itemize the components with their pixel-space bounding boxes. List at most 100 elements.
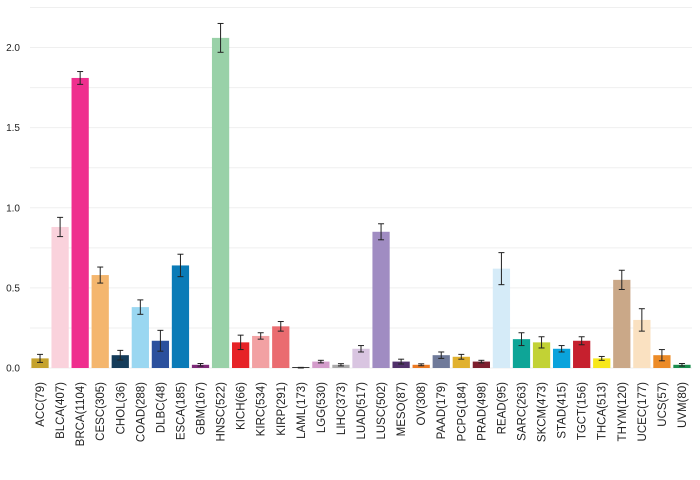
grid-layer [30,6,692,369]
error-bar [37,353,44,363]
y-tick-label: 1.5 [6,123,20,134]
x-tick-label: LAML(173) [296,382,308,439]
x-tick-label: UCEC(177) [637,382,649,442]
x-tick-label: LIHC(373) [336,382,348,435]
x-tick-label: STAD(415) [557,382,569,439]
bar-acc [31,358,49,368]
bar-brca [71,77,89,368]
x-axis-labels: ACC(79) BLCA(407) BRCA(1104) CESC(305) CHOL(… [35,382,689,447]
x-tick-label: ACC(79) [35,382,47,427]
y-tick-label: 2.0 [6,43,20,54]
bar-series [31,37,691,368]
x-tick-label: CESC(305) [95,382,107,441]
x-tick-label: CHOL(36) [115,382,127,435]
x-tick-label: KIRC(534) [256,382,268,436]
error-bar [558,345,565,353]
x-tick-label: COAD(288) [135,382,147,442]
x-tick-label: THYM(120) [617,382,629,442]
error-bar [438,351,445,359]
x-tick-label: HNSC(522) [216,382,228,442]
error-bar [478,359,485,364]
bar-kich [232,342,250,368]
bar-luad [352,348,370,368]
error-bar [97,266,104,284]
error-bar [658,349,665,362]
error-bars [37,22,685,369]
error-bar [77,71,84,85]
y-axis-ticks: 0.0 0.5 1.0 1.5 2.0 [6,43,20,375]
bar-kirp [272,326,290,368]
error-bar [378,223,385,241]
bar-lusc [372,231,390,368]
x-tick-label: PRAD(498) [476,382,488,441]
error-bar [257,332,264,340]
error-bar [157,329,164,352]
bar-thca [593,358,611,368]
error-bar [177,253,184,278]
y-tick-label: 1.0 [6,203,20,214]
x-tick-label: OV(308) [416,382,428,426]
error-bar [398,358,405,365]
error-bar [297,366,304,369]
y-tick-label: 0.5 [6,283,20,294]
x-tick-label: PCPG(184) [456,382,468,442]
error-bar [277,321,284,332]
x-tick-label: GBM(167) [196,382,208,435]
x-tick-label: UCS(57) [657,382,669,427]
bar-ov [412,364,430,368]
x-tick-label: SARC(263) [516,382,528,441]
bar-thym [613,279,631,368]
x-tick-label: ESCA(185) [175,382,187,440]
x-tick-label: PAAD(179) [436,382,448,439]
x-tick-label: MESO(87) [396,382,408,436]
bar-ucs [653,355,671,368]
error-bar [578,336,585,346]
x-tick-label: TGCT(156) [577,382,589,440]
error-bar [217,22,224,53]
error-bar [237,334,244,351]
bar-stad [552,348,571,368]
error-bar [197,363,204,367]
error-bar [358,345,364,353]
error-bar [638,308,645,332]
bar-cesc [91,275,109,368]
error-bar [418,363,425,367]
bar-blca [51,226,69,368]
bar-coad [131,307,149,368]
y-tick-label: 0.0 [6,364,20,375]
error-bar [117,349,124,361]
error-bar [678,363,685,367]
x-tick-label: SKCM(473) [537,382,549,442]
x-tick-label: BLCA(407) [55,382,67,439]
bar-kirc [252,335,270,368]
bar-read [492,268,511,368]
x-tick-label: READ(95) [496,382,508,435]
bar-chol [111,355,129,368]
bar-paad [432,355,450,368]
bar-prad [472,361,490,368]
error-bar [337,363,344,367]
x-tick-label: LUAD(517) [356,382,368,440]
bar-pcpg [452,356,470,368]
x-tick-label: UVM(80) [677,382,689,428]
x-tick-label: KIRP(291) [276,382,288,436]
bar-esca [171,265,190,368]
x-tick-label: THCA(513) [597,382,609,440]
error-bar [317,359,324,364]
x-tick-label: LGG(530) [316,382,328,433]
error-bar [538,336,545,349]
bar-ucec [633,319,651,368]
error-bar [57,216,64,238]
x-tick-label: LUSC(502) [376,382,388,440]
bar-tgct [573,340,591,368]
error-bar [458,353,465,360]
error-bar [598,355,605,361]
x-tick-label: BRCA(1104) [75,382,87,447]
bar-sarc [512,339,531,368]
bar-skcm [532,342,551,368]
error-bar [618,269,625,290]
error-bar [518,332,525,347]
bar-dlbc [151,340,170,368]
